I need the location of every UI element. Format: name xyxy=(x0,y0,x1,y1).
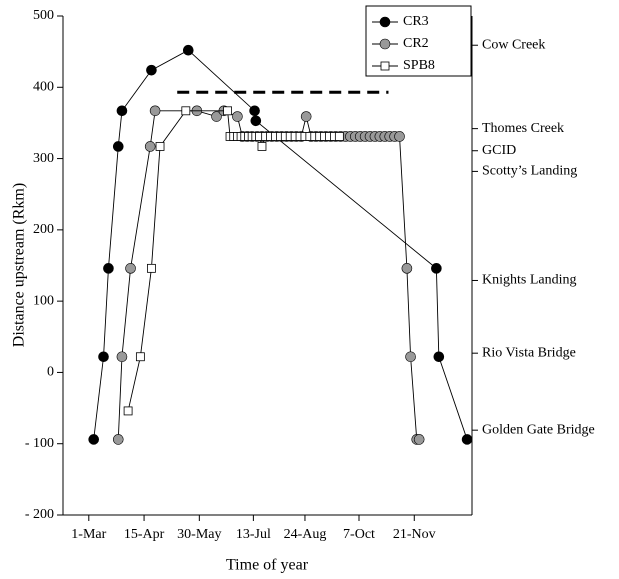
location-label: Golden Gate Bridge xyxy=(482,422,595,437)
location-label: Rio Vista Bridge xyxy=(482,345,576,360)
data-point xyxy=(125,263,136,274)
y-tick-label: 400 xyxy=(33,80,54,95)
data-point xyxy=(182,44,194,56)
y-tick-label: - 100 xyxy=(25,436,54,451)
legend-label: CR2 xyxy=(403,36,429,51)
data-point xyxy=(98,351,109,363)
data-point xyxy=(223,106,232,116)
data-point xyxy=(232,111,243,122)
data-point xyxy=(135,352,145,362)
location-label: Thomes Creek xyxy=(482,121,564,136)
data-point xyxy=(144,141,156,152)
data-point xyxy=(401,263,413,274)
data-point xyxy=(431,263,442,274)
legend-label: CR3 xyxy=(403,14,429,29)
data-point xyxy=(300,111,312,122)
data-point xyxy=(88,434,100,445)
location-label: Knights Landing xyxy=(482,273,577,288)
y-tick-label: - 200 xyxy=(25,507,54,522)
data-point xyxy=(405,351,416,363)
data-point xyxy=(334,132,344,141)
x-tick-label: 7-Oct xyxy=(343,527,375,542)
data-point xyxy=(116,105,128,117)
data-point xyxy=(116,351,128,363)
legend-marker xyxy=(379,38,391,50)
legend-marker xyxy=(380,61,390,71)
data-point xyxy=(181,106,191,116)
y-axis-title: Distance upstream (Rkm) xyxy=(11,183,28,347)
y-tick-label: 0 xyxy=(47,365,54,380)
data-point xyxy=(112,434,124,445)
data-point xyxy=(146,64,157,76)
location-label: Scotty’s Landing xyxy=(482,164,577,179)
series-line xyxy=(117,110,420,440)
x-tick-label: 13-Jul xyxy=(236,527,271,542)
data-point xyxy=(413,434,425,445)
x-tick-label: 15-Apr xyxy=(124,527,165,542)
data-point xyxy=(249,105,260,117)
data-point xyxy=(123,406,133,416)
legend-marker xyxy=(379,16,391,28)
x-tick-label: 30-May xyxy=(177,527,221,542)
data-point xyxy=(149,105,161,117)
y-tick-label: 200 xyxy=(33,222,54,237)
data-point xyxy=(257,142,267,151)
series-line xyxy=(93,49,468,440)
x-tick-label: 24-Aug xyxy=(284,527,327,542)
x-tick-label: 21-Nov xyxy=(393,527,436,542)
x-tick-label: 1-Mar xyxy=(71,527,106,542)
x-axis-title: Time of year xyxy=(226,557,309,574)
data-point xyxy=(112,141,124,152)
data-point xyxy=(103,263,114,274)
location-label: Cow Creek xyxy=(482,37,545,52)
data-point xyxy=(433,351,445,363)
data-point xyxy=(250,115,262,127)
y-tick-label: 100 xyxy=(33,293,54,308)
data-point xyxy=(394,131,405,142)
data-point xyxy=(211,111,222,122)
data-point xyxy=(155,142,165,151)
y-tick-label: 300 xyxy=(33,151,54,166)
location-label: GCID xyxy=(482,143,516,158)
y-tick-label: 500 xyxy=(33,8,54,23)
data-point xyxy=(147,263,156,273)
legend-label: SPB8 xyxy=(403,58,435,73)
series-line xyxy=(127,110,340,412)
data-point xyxy=(461,434,473,445)
